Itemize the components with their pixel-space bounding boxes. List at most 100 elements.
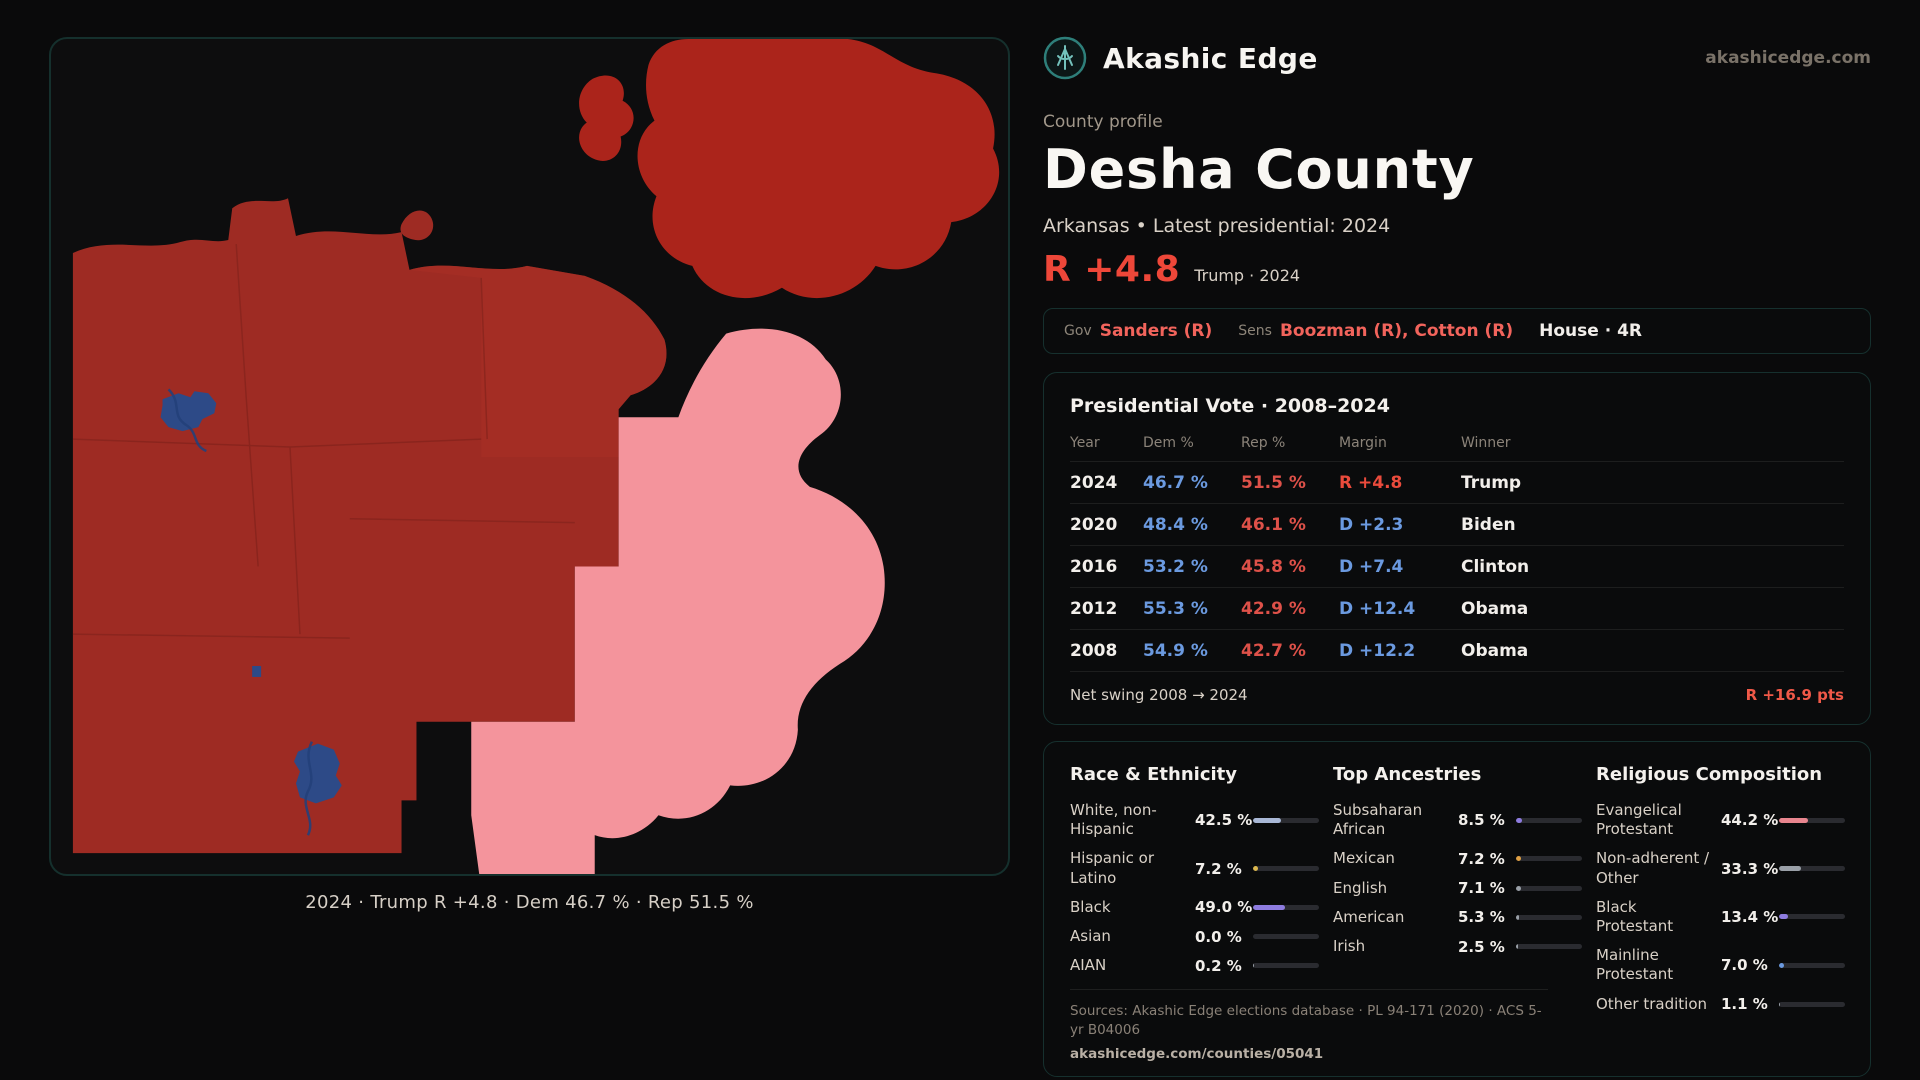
demo-value: 5.3 %	[1458, 908, 1505, 927]
demo-value: 8.5 %	[1458, 811, 1505, 830]
margin-cell: R +4.8	[1339, 472, 1403, 493]
sources-text: Sources: Akashic Edge elections database…	[1070, 1003, 1542, 1039]
county-map	[72, 39, 1000, 874]
net-swing-value: R +16.9 pts	[1745, 686, 1844, 704]
demo-value: 7.2 %	[1458, 849, 1505, 868]
dem-cell: 53.2 %	[1143, 556, 1208, 577]
col-year: Year	[1070, 435, 1100, 451]
gov-label: Gov	[1064, 323, 1092, 339]
table-row: 2024 46.7 % 51.5 % R +4.8 Trump	[1070, 461, 1844, 503]
demo-bar	[1779, 962, 1845, 968]
section-title: Top Ancestries	[1333, 764, 1482, 785]
page-title: Desha County	[1043, 138, 1475, 201]
list-item: English 7.1 %	[1333, 879, 1582, 898]
year-cell: 2012	[1070, 598, 1118, 619]
permalink[interactable]: akashicedge.com/counties/05041	[1070, 1046, 1324, 1063]
rep-cell: 42.9 %	[1241, 598, 1306, 619]
net-swing-label: Net swing 2008 → 2024	[1070, 686, 1248, 704]
demo-bar	[1253, 817, 1319, 823]
ancestries-section: Top Ancestries Subsaharan African 8.5 % …	[1333, 764, 1582, 1024]
year-cell: 2016	[1070, 556, 1118, 577]
table-row: 2008 54.9 % 42.7 % D +12.2 Obama	[1070, 629, 1844, 671]
officials-bar: Gov Sanders (R) Sens Boozman (R), Cotton…	[1043, 308, 1871, 354]
vote-table-title: Presidential Vote · 2008–2024	[1070, 395, 1390, 417]
kicker-county-profile: County profile	[1043, 112, 1163, 132]
demo-value: 1.1 %	[1721, 995, 1768, 1014]
demo-label: Evangelical Protestant	[1596, 801, 1682, 839]
list-item: American 5.3 %	[1333, 908, 1582, 927]
gov-value: Sanders (R)	[1099, 321, 1213, 341]
demo-value: 0.2 %	[1195, 956, 1242, 975]
rep-cell: 45.8 %	[1241, 556, 1306, 577]
sens-label: Sens	[1238, 323, 1272, 339]
col-margin: Margin	[1339, 435, 1387, 451]
list-item: Asian 0.0 %	[1070, 927, 1319, 946]
sources-block: Sources: Akashic Edge elections database…	[1070, 989, 1548, 1064]
demo-label: Mexican	[1333, 849, 1395, 868]
religion-section: Religious Composition Evangelical Protes…	[1596, 764, 1845, 1024]
table-row: 2012 55.3 % 42.9 % D +12.4 Obama	[1070, 587, 1844, 629]
table-row: 2020 48.4 % 46.1 % D +2.3 Biden	[1070, 503, 1844, 545]
latest-margin: R +4.8 Trump · 2024	[1043, 249, 1871, 290]
demo-label: Mainline Protestant	[1596, 946, 1674, 984]
list-item: Other tradition 1.1 %	[1596, 995, 1845, 1014]
col-rep: Rep %	[1241, 435, 1286, 451]
page-subtitle: Arkansas • Latest presidential: 2024	[1043, 215, 1391, 237]
net-swing-row: Net swing 2008 → 2024 R +16.9 pts	[1070, 671, 1844, 714]
margin-note: Trump · 2024	[1194, 266, 1301, 285]
demo-bar	[1516, 885, 1582, 891]
list-item: Black 49.0 %	[1070, 898, 1319, 917]
demo-bar	[1516, 914, 1582, 920]
dem-precincts	[160, 391, 342, 804]
demo-bar	[1253, 904, 1319, 910]
col-winner: Winner	[1461, 435, 1511, 451]
demo-label: Irish	[1333, 936, 1366, 955]
dem-cell: 55.3 %	[1143, 598, 1208, 619]
brand-domain-link[interactable]: akashicedge.com	[1705, 48, 1871, 68]
year-cell: 2024	[1070, 472, 1118, 493]
year-cell: 2008	[1070, 640, 1118, 661]
demo-bar	[1516, 817, 1582, 823]
demo-label: Subsaharan African	[1333, 801, 1423, 839]
demo-bar	[1253, 866, 1319, 872]
demo-value: 49.0 %	[1195, 898, 1253, 917]
margin-value: R +4.8	[1043, 249, 1181, 290]
list-item: Irish 2.5 %	[1333, 937, 1582, 956]
demo-label: White, non-Hispanic	[1070, 801, 1157, 839]
margin-cell: D +2.3	[1339, 514, 1404, 535]
demo-label: Hispanic or Latino	[1070, 849, 1155, 887]
demo-value: 13.4 %	[1721, 907, 1779, 926]
list-item: Evangelical Protestant 44.2 %	[1596, 801, 1845, 839]
demo-label: Asian	[1070, 926, 1111, 945]
list-item: AIAN 0.2 %	[1070, 956, 1319, 975]
rep-cell: 51.5 %	[1241, 472, 1306, 493]
demo-bar	[1516, 856, 1582, 862]
list-item: Subsaharan African 8.5 %	[1333, 801, 1582, 839]
demo-label: American	[1333, 907, 1405, 926]
map-caption: 2024 · Trump R +4.8 · Dem 46.7 % · Rep 5…	[305, 892, 754, 913]
demo-bar	[1779, 817, 1845, 823]
rep-cell: 42.7 %	[1241, 640, 1306, 661]
demo-bar	[1779, 914, 1845, 920]
site-header: Akashic Edge akashicedge.com	[1043, 30, 1871, 86]
winner-cell: Obama	[1461, 598, 1529, 619]
sens-value: Boozman (R), Cotton (R)	[1279, 321, 1514, 341]
winner-cell: Obama	[1461, 640, 1529, 661]
demo-value: 7.0 %	[1721, 956, 1768, 975]
rep-cell: 46.1 %	[1241, 514, 1306, 535]
demographics-panel: Race & Ethnicity White, non-Hispanic 42.…	[1043, 741, 1871, 1077]
demo-value: 44.2 %	[1721, 811, 1779, 830]
margin-cell: D +7.4	[1339, 556, 1404, 577]
list-item: Black Protestant 13.4 %	[1596, 898, 1845, 936]
margin-cell: D +12.2	[1339, 640, 1416, 661]
demo-value: 0.0 %	[1195, 927, 1242, 946]
brand-name: Akashic Edge	[1103, 41, 1318, 75]
list-item: Mexican 7.2 %	[1333, 849, 1582, 868]
demo-value: 7.2 %	[1195, 859, 1242, 878]
demo-label: AIAN	[1070, 956, 1107, 975]
house-value: House · 4R	[1539, 321, 1642, 341]
presidential-vote-panel: Presidential Vote · 2008–2024 Year Dem %…	[1043, 372, 1871, 725]
demo-label: English	[1333, 878, 1388, 897]
brand-logo-icon[interactable]	[1043, 36, 1087, 80]
